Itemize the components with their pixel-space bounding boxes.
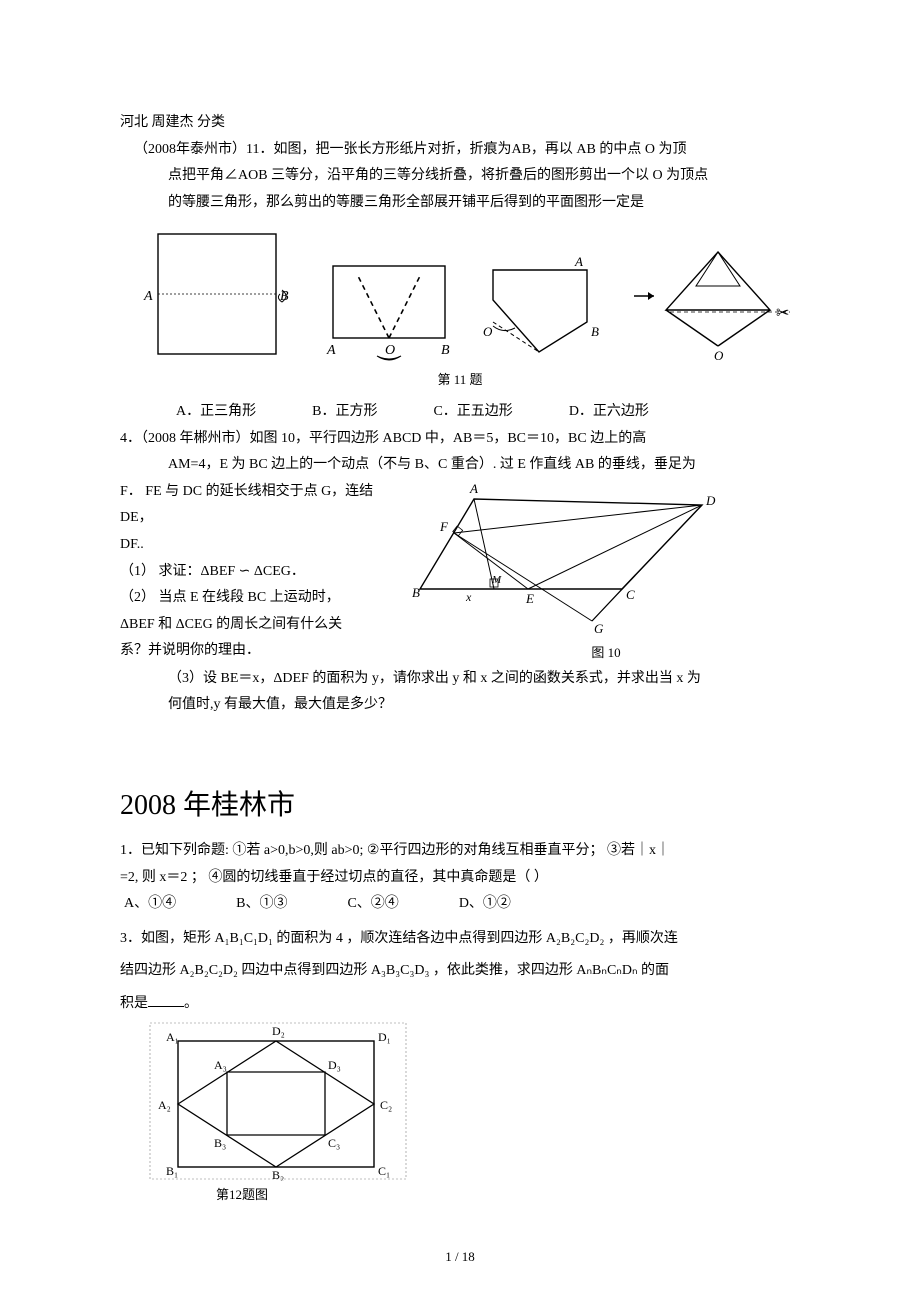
gl-q3-l3post: 。 — [184, 996, 198, 1011]
q11-fig-3: A O B — [479, 256, 609, 366]
gl-q1-options: A、①④ B、①③ C、②④ D、①② — [120, 891, 800, 918]
gl-q3-figure: A₁ D₁ B₁ C₁ A₂ D₂ C₂ B₂ A₃ D₃ C₃ B₃ — [148, 1021, 800, 1181]
q11-figure-row: A B A O B A O B — [120, 226, 800, 366]
q4-line4: DF.. — [120, 532, 400, 559]
q4-line2: AM=4，E 为 BC 边上的一个动点（不与 B、C 重合）. 过 E 作直线 … — [120, 452, 800, 479]
svg-text:A₃: A₃ — [214, 1058, 227, 1072]
gl-q1-l1: 1．已知下列命题: ①若 a>0,b>0,则 ab>0; ②平行四边形的对角线互… — [120, 838, 800, 865]
guilin-title: 2008 年桂林市 — [120, 779, 800, 832]
q4-line6: （2） 当点 E 在线段 BC 上运动时， — [120, 585, 400, 612]
gl-q1-c: C、②④ — [347, 891, 398, 918]
svg-text:x: x — [465, 590, 472, 604]
svg-text:A₂: A₂ — [158, 1098, 171, 1112]
q11-fig-1: A B — [136, 226, 296, 366]
q11-opt-b: B．正方形 — [312, 399, 377, 426]
gl-q1-b: B、①③ — [236, 891, 287, 918]
q4-line9: （3）设 BE＝x，ΔDEF 的面积为 y，请你求出 y 和 x 之间的函数关系… — [120, 666, 800, 693]
svg-text:O: O — [385, 343, 395, 358]
q11-line1: （2008年泰州市）11．如图，把一张长方形纸片对折，折痕为AB，再以 AB 的… — [120, 137, 800, 164]
svg-text:O: O — [714, 348, 724, 363]
gl-q3-l3: 积是 。 — [120, 991, 800, 1018]
svg-text:C₂: C₂ — [380, 1098, 392, 1112]
gl-q1-d: D、①② — [459, 891, 511, 918]
q11-line2: 点把平角∠AOB 三等分，沿平角的三等分线折叠，将折叠后的图形剪出一个以 O 为… — [120, 163, 800, 190]
svg-text:A₁: A₁ — [166, 1030, 179, 1044]
svg-text:B₁: B₁ — [166, 1164, 178, 1178]
svg-text:A: A — [574, 256, 583, 269]
svg-text:✂: ✂ — [776, 305, 789, 322]
q4-line8: 系？并说明你的理由． — [120, 638, 400, 665]
svg-text:B₃: B₃ — [214, 1136, 226, 1150]
q11-options: A．正三角形 B．正方形 C．正五边形 D．正六边形 — [120, 399, 800, 426]
q4-line5: （1） 求证：ΔBEF ∽ ΔCEG． — [120, 559, 400, 586]
q11-opt-a: A．正三角形 — [176, 399, 256, 426]
q4-line7: ΔBEF 和 ΔCEG 的周长之间有什么关 — [120, 612, 400, 639]
svg-text:D: D — [705, 493, 716, 508]
gl-q3-l1: 3．如图，矩形 A₁B₁C₁D₁ 的面积为 4 ，顺次连结各边中点得到四边形 A… — [120, 926, 800, 953]
answer-blank — [148, 992, 184, 1007]
gl-q3-fig-caption: 第12题图 — [216, 1183, 800, 1208]
q4-figure: A B C D E F G M x 图 10 — [412, 479, 800, 666]
svg-text:O: O — [483, 324, 493, 339]
q4-body-wrap: F． FE 与 DC 的延长线相交于点 G，连结 DE， DF.. （1） 求证… — [120, 479, 800, 666]
svg-text:D₃: D₃ — [328, 1058, 341, 1072]
svg-text:C: C — [626, 587, 635, 602]
header-line: 河北 周建杰 分类 — [120, 110, 800, 137]
q4-line1: 4．（2008 年郴州市）如图 10，平行四边形 ABCD 中，AB＝5，BC＝… — [120, 426, 800, 453]
svg-text:B₂: B₂ — [272, 1168, 284, 1181]
svg-text:A: A — [143, 289, 153, 304]
spacer — [120, 918, 800, 926]
svg-text:D₂: D₂ — [272, 1024, 285, 1038]
svg-text:M: M — [491, 574, 502, 586]
gl-q3-l3pre: 积是 — [120, 996, 148, 1011]
svg-text:F: F — [439, 519, 449, 534]
svg-text:E: E — [525, 591, 534, 606]
svg-text:B: B — [591, 324, 599, 339]
svg-text:D₁: D₁ — [378, 1030, 391, 1044]
svg-text:B: B — [441, 343, 450, 358]
q4-fig-caption: 图 10 — [412, 641, 800, 666]
svg-text:G: G — [594, 621, 604, 636]
page-number: 1 / 18 — [0, 1245, 920, 1270]
svg-text:A: A — [469, 481, 478, 496]
svg-text:A: A — [326, 343, 336, 358]
gl-q3-l2: 结四边形 A₂B₂C₂D₂ 四边中点得到四边形 A₃B₃C₃D₃ ，依此类推，求… — [120, 958, 800, 985]
q11-fig-2: A O B — [317, 256, 457, 366]
q4-line3: F． FE 与 DC 的延长线相交于点 G，连结 DE， — [120, 479, 400, 532]
q11-fig-caption: 第 11 题 — [120, 368, 800, 393]
q4-text-col: F． FE 与 DC 的延长线相交于点 G，连结 DE， DF.. （1） 求证… — [120, 479, 400, 665]
q11-opt-d: D．正六边形 — [569, 399, 649, 426]
page: 河北 周建杰 分类 （2008年泰州市）11．如图，把一张长方形纸片对折，折痕为… — [0, 0, 920, 1302]
gl-q1-a: A、①④ — [124, 891, 176, 918]
svg-text:C₁: C₁ — [378, 1164, 390, 1178]
q11-opt-c: C．正五边形 — [433, 399, 512, 426]
q11-fig-4: ✂ O — [630, 246, 800, 366]
svg-text:B: B — [412, 585, 420, 600]
q11-line3: 的等腰三角形，那么剪出的等腰三角形全部展开铺平后得到的平面图形一定是 — [120, 190, 800, 217]
q4-line10: 何值时,y 有最大值，最大值是多少？ — [120, 692, 800, 719]
svg-text:C₃: C₃ — [328, 1136, 340, 1150]
gl-q1-l2: =2, 则 x＝2 ； ④圆的切线垂直于经过切点的直径，其中真命题是（ ） — [120, 865, 800, 892]
